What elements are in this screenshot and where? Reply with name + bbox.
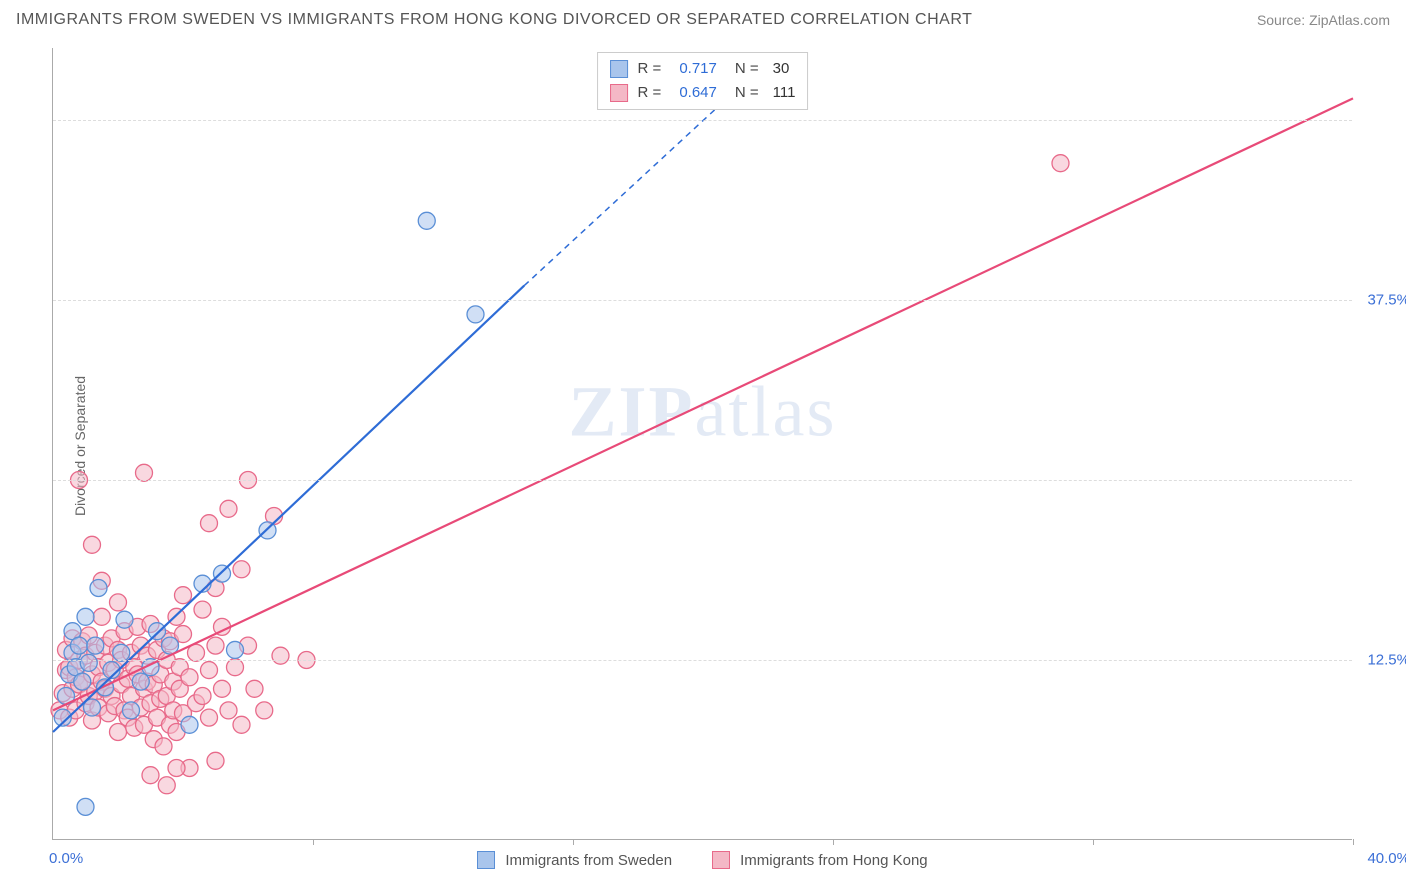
data-point bbox=[233, 561, 250, 578]
gridline bbox=[53, 480, 1352, 481]
data-point bbox=[116, 611, 133, 628]
data-point bbox=[77, 798, 94, 815]
data-point bbox=[233, 716, 250, 733]
x-tick bbox=[833, 839, 834, 845]
data-point bbox=[110, 594, 127, 611]
trend-line-sweden bbox=[53, 286, 524, 732]
data-point bbox=[467, 306, 484, 323]
data-point bbox=[418, 212, 435, 229]
data-point bbox=[84, 536, 101, 553]
data-point bbox=[158, 777, 175, 794]
data-point bbox=[220, 702, 237, 719]
data-point bbox=[80, 654, 97, 671]
data-point bbox=[201, 709, 218, 726]
swatch-icon bbox=[610, 84, 628, 102]
x-tick bbox=[573, 839, 574, 845]
data-point bbox=[110, 724, 127, 741]
n-label: N = bbox=[735, 81, 759, 105]
data-point bbox=[227, 659, 244, 676]
x-tick-label: 0.0% bbox=[49, 850, 83, 867]
legend-row: R = 0.717 N = 30 bbox=[610, 57, 796, 81]
data-point bbox=[201, 662, 218, 679]
r-label: R = bbox=[638, 57, 662, 81]
legend-item-hongkong: Immigrants from Hong Kong bbox=[712, 851, 928, 869]
data-point bbox=[201, 515, 218, 532]
x-tick bbox=[1353, 839, 1354, 845]
legend-item-sweden: Immigrants from Sweden bbox=[477, 851, 672, 869]
correlation-legend: R = 0.717 N = 30 R = 0.647 N = 111 bbox=[597, 52, 809, 110]
data-point bbox=[155, 738, 172, 755]
plot-area: ZIPatlas R =0.717N =30R =0.647N =111 Imm… bbox=[52, 48, 1352, 840]
r-label: R = bbox=[638, 81, 662, 105]
legend-label: Immigrants from Sweden bbox=[505, 852, 672, 869]
data-point bbox=[136, 464, 153, 481]
scatter-svg bbox=[53, 48, 1352, 839]
trend-line-sweden-ext bbox=[524, 106, 719, 286]
data-point bbox=[77, 608, 94, 625]
n-label: N = bbox=[735, 57, 759, 81]
data-point bbox=[113, 644, 130, 661]
data-point bbox=[71, 637, 88, 654]
r-value: 0.717 bbox=[679, 57, 717, 81]
data-point bbox=[220, 500, 237, 517]
data-point bbox=[90, 580, 107, 597]
title-bar: IMMIGRANTS FROM SWEDEN VS IMMIGRANTS FRO… bbox=[0, 0, 1406, 40]
swatch-icon bbox=[610, 60, 628, 78]
data-point bbox=[214, 680, 231, 697]
data-point bbox=[181, 669, 198, 686]
data-point bbox=[194, 688, 211, 705]
data-point bbox=[93, 608, 110, 625]
gridline bbox=[53, 120, 1352, 121]
y-tick-label: 12.5% bbox=[1367, 652, 1406, 669]
gridline bbox=[53, 300, 1352, 301]
y-tick-label: 37.5% bbox=[1367, 292, 1406, 309]
data-point bbox=[132, 673, 149, 690]
data-point bbox=[181, 716, 198, 733]
data-point bbox=[207, 637, 224, 654]
x-tick bbox=[313, 839, 314, 845]
legend-row: R = 0.647 N = 111 bbox=[610, 81, 796, 105]
legend-label: Immigrants from Hong Kong bbox=[740, 852, 928, 869]
chart-title: IMMIGRANTS FROM SWEDEN VS IMMIGRANTS FRO… bbox=[16, 11, 972, 29]
swatch-icon bbox=[477, 851, 495, 869]
data-point bbox=[74, 673, 91, 690]
data-point bbox=[168, 760, 185, 777]
data-point bbox=[207, 752, 224, 769]
n-value: 111 bbox=[773, 81, 796, 105]
x-tick-label: 40.0% bbox=[1367, 850, 1406, 867]
data-point bbox=[256, 702, 273, 719]
data-point bbox=[194, 601, 211, 618]
n-value: 30 bbox=[773, 57, 790, 81]
gridline bbox=[53, 660, 1352, 661]
r-value: 0.647 bbox=[679, 81, 717, 105]
data-point bbox=[175, 587, 192, 604]
series-legend: Immigrants from Sweden Immigrants from H… bbox=[53, 851, 1352, 869]
data-point bbox=[87, 637, 104, 654]
x-tick bbox=[1093, 839, 1094, 845]
data-point bbox=[272, 647, 289, 664]
source-label: Source: ZipAtlas.com bbox=[1257, 12, 1390, 28]
data-point bbox=[123, 702, 140, 719]
data-point bbox=[1052, 155, 1069, 172]
swatch-icon bbox=[712, 851, 730, 869]
data-point bbox=[149, 623, 166, 640]
data-point bbox=[246, 680, 263, 697]
data-point bbox=[227, 641, 244, 658]
trend-line-hongkong bbox=[53, 98, 1353, 710]
data-point bbox=[142, 767, 159, 784]
